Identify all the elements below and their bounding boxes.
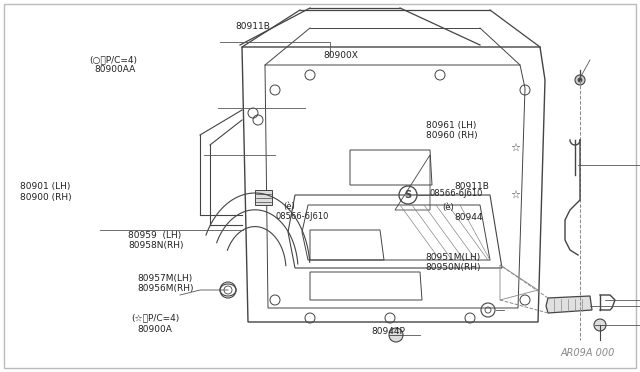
Text: 80900X: 80900X: [323, 51, 358, 60]
Text: 80944: 80944: [454, 213, 483, 222]
Text: 08566-6J610: 08566-6J610: [430, 189, 483, 198]
Text: 80944P: 80944P: [371, 327, 405, 336]
Text: 80958N(RH): 80958N(RH): [128, 241, 184, 250]
Circle shape: [575, 75, 585, 85]
Text: 80951M(LH): 80951M(LH): [426, 253, 481, 262]
Text: 80900AA: 80900AA: [95, 65, 136, 74]
Text: ☆: ☆: [510, 143, 520, 153]
Text: (○印P/C=4): (○印P/C=4): [90, 56, 138, 65]
Text: 80950N(RH): 80950N(RH): [426, 263, 481, 272]
Text: ☆: ☆: [510, 190, 520, 200]
Text: 80959  (LH): 80959 (LH): [128, 231, 181, 240]
Polygon shape: [255, 190, 272, 205]
Circle shape: [389, 328, 403, 342]
Text: 80956M(RH): 80956M(RH): [138, 284, 194, 293]
Text: 80960 (RH): 80960 (RH): [426, 131, 477, 140]
Text: 80961 (LH): 80961 (LH): [426, 121, 476, 130]
Text: (è): (è): [442, 202, 454, 212]
Text: (è): (è): [283, 202, 294, 211]
Circle shape: [578, 78, 582, 82]
Polygon shape: [546, 296, 592, 313]
Text: S: S: [404, 190, 412, 200]
Text: AR09A 000: AR09A 000: [561, 348, 615, 358]
Text: 80911B: 80911B: [454, 182, 489, 190]
Text: (☆印P/C=4): (☆印P/C=4): [131, 314, 179, 323]
Text: 80901 (LH): 80901 (LH): [20, 182, 71, 191]
Text: 80957M(LH): 80957M(LH): [138, 274, 193, 283]
Text: 80900A: 80900A: [138, 325, 172, 334]
Text: 80900 (RH): 80900 (RH): [20, 193, 72, 202]
Text: 08566-6J610: 08566-6J610: [275, 212, 328, 221]
Circle shape: [594, 319, 606, 331]
Text: 80911B: 80911B: [236, 22, 270, 31]
